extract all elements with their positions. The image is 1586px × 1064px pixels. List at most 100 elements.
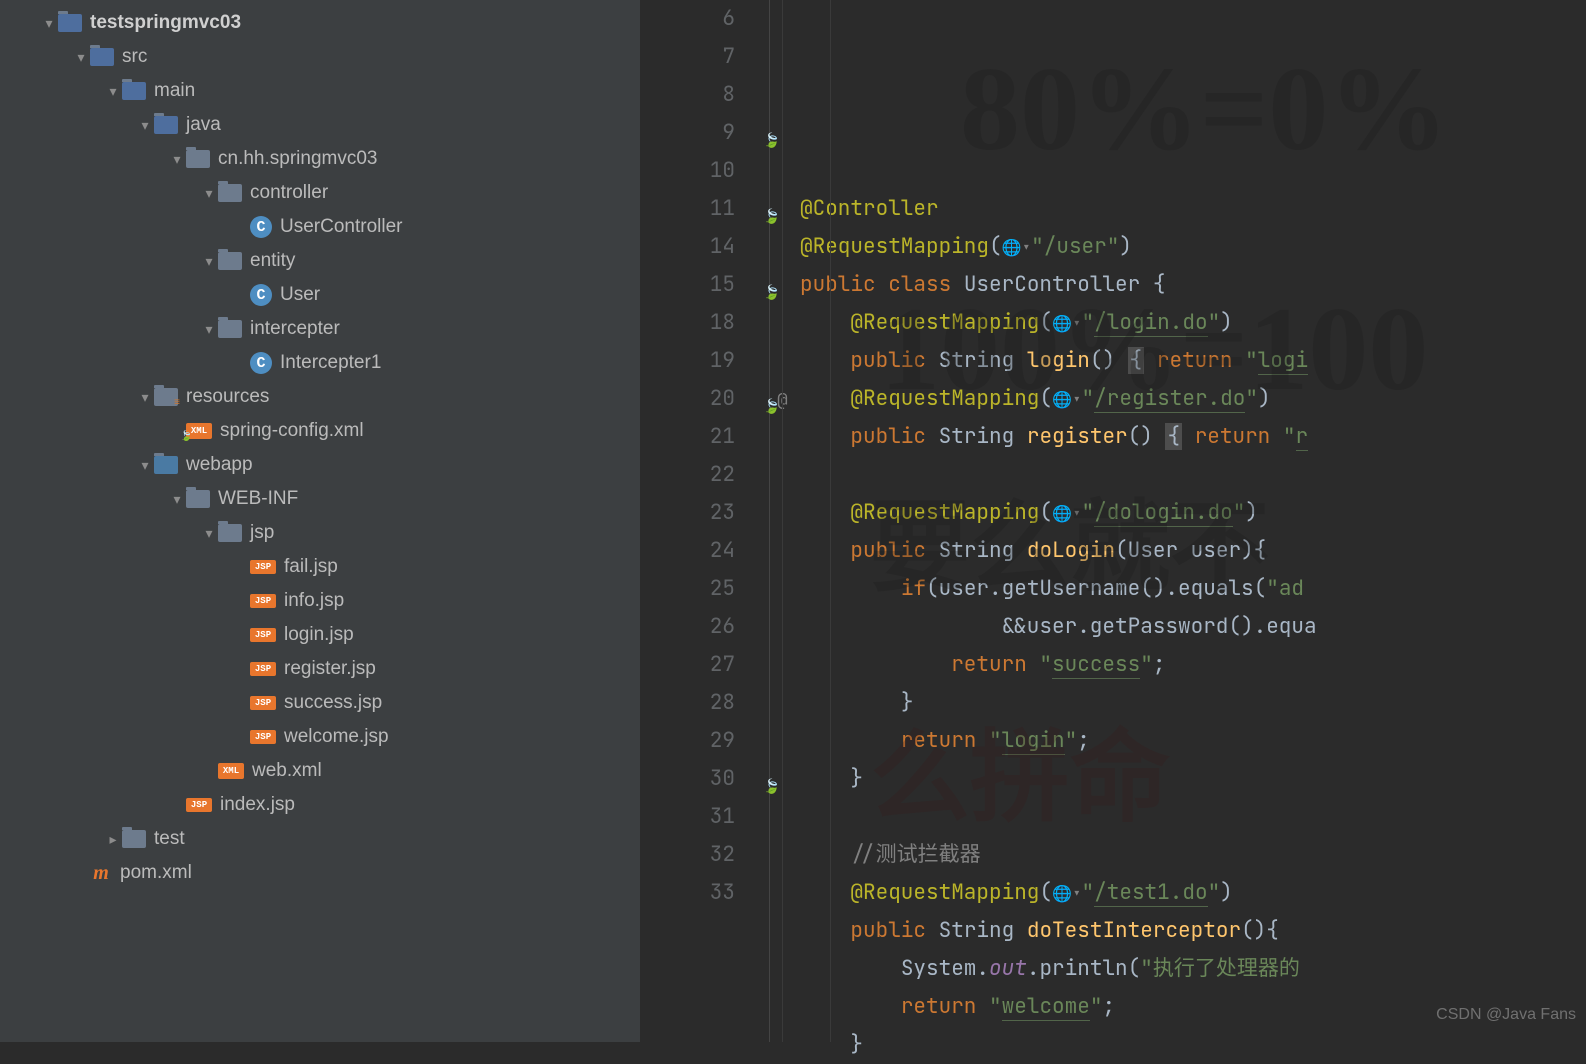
- tree-node[interactable]: cn.hh.springmvc03: [0, 142, 640, 176]
- jsp-icon: JSP: [250, 560, 276, 574]
- expand-arrow-icon[interactable]: [168, 151, 186, 168]
- tree-node[interactable]: testspringmvc03: [0, 6, 640, 40]
- tree-label: success.jsp: [284, 692, 382, 714]
- code-line[interactable]: }: [800, 684, 1317, 722]
- expand-arrow-icon[interactable]: [200, 253, 218, 270]
- editor-gutter: 6789101114151819202122232425262728293031…: [640, 0, 770, 1042]
- tree-node[interactable]: XML spring-config.xml: [0, 414, 640, 448]
- line-number: 31: [640, 798, 735, 836]
- gutter-spring-icon[interactable]: [743, 122, 763, 142]
- tree-node[interactable]: JSPregister.jsp: [0, 652, 640, 686]
- tree-node[interactable]: WEB-INF: [0, 482, 640, 516]
- tree-label: login.jsp: [284, 624, 354, 646]
- gutter-spring-icon[interactable]: [743, 274, 763, 294]
- tree-label: java: [186, 114, 221, 136]
- gutter-at-icon: [743, 388, 763, 408]
- gutter-spring-icon[interactable]: [743, 768, 763, 788]
- tree-label: main: [154, 80, 195, 102]
- tree-node[interactable]: webapp: [0, 448, 640, 482]
- tree-label: welcome.jsp: [284, 726, 389, 748]
- expand-arrow-icon[interactable]: [200, 525, 218, 542]
- line-number: 7: [640, 38, 735, 76]
- code-line[interactable]: return "welcome";: [800, 988, 1317, 1026]
- code-line[interactable]: public String login() { return "logi: [800, 342, 1317, 380]
- code-line[interactable]: [800, 798, 1317, 836]
- jsp-icon: JSP: [250, 696, 276, 710]
- tree-label: cn.hh.springmvc03: [218, 148, 377, 170]
- code-line[interactable]: @RequestMapping(🌐▾"/register.do"): [800, 380, 1317, 418]
- editor-code[interactable]: @Controller@RequestMapping(🌐▾"/user")pub…: [770, 0, 1317, 1042]
- expand-arrow-icon[interactable]: [136, 389, 154, 406]
- jsp-icon: JSP: [250, 594, 276, 608]
- expand-arrow-icon[interactable]: [200, 321, 218, 338]
- folder-icon: [154, 116, 178, 134]
- tree-node[interactable]: controller: [0, 176, 640, 210]
- tree-node[interactable]: java: [0, 108, 640, 142]
- code-line[interactable]: @Controller: [800, 190, 1317, 228]
- code-line[interactable]: [800, 152, 1317, 190]
- tree-node[interactable]: main: [0, 74, 640, 108]
- tree-node[interactable]: mpom.xml: [0, 856, 640, 890]
- class-icon: C: [250, 352, 272, 374]
- expand-arrow-icon[interactable]: [72, 49, 90, 66]
- tree-node[interactable]: JSPwelcome.jsp: [0, 720, 640, 754]
- tree-node[interactable]: JSPlogin.jsp: [0, 618, 640, 652]
- code-line[interactable]: @RequestMapping(🌐▾"/user"): [800, 228, 1317, 266]
- tree-node[interactable]: JSPindex.jsp: [0, 788, 640, 822]
- tree-label: spring-config.xml: [220, 420, 364, 442]
- folder-icon: [218, 252, 242, 270]
- tree-label: test: [154, 828, 185, 850]
- tree-label: Intercepter1: [280, 352, 381, 374]
- tree-label: jsp: [250, 522, 274, 544]
- code-editor[interactable]: 6789101114151819202122232425262728293031…: [640, 0, 1586, 1042]
- code-line[interactable]: public String doTestInterceptor(){: [800, 912, 1317, 950]
- line-number: 8: [640, 76, 735, 114]
- tree-node[interactable]: src: [0, 40, 640, 74]
- expand-arrow-icon[interactable]: [136, 457, 154, 474]
- tree-node[interactable]: C Intercepter1: [0, 346, 640, 380]
- expand-arrow-icon[interactable]: [104, 83, 122, 100]
- code-line[interactable]: &&user.getPassword().equa: [800, 608, 1317, 646]
- tree-label: info.jsp: [284, 590, 344, 612]
- code-line[interactable]: public class UserController {: [800, 266, 1317, 304]
- tree-node[interactable]: jsp: [0, 516, 640, 550]
- code-line[interactable]: @RequestMapping(🌐▾"/test1.do"): [800, 874, 1317, 912]
- code-line[interactable]: public String register() { return "r: [800, 418, 1317, 456]
- tree-node[interactable]: JSPfail.jsp: [0, 550, 640, 584]
- tree-node[interactable]: CUser: [0, 278, 640, 312]
- line-number: 26: [640, 608, 735, 646]
- gutter-spring-icon[interactable]: [743, 198, 763, 218]
- tree-node[interactable]: XMLweb.xml: [0, 754, 640, 788]
- line-number: 28: [640, 684, 735, 722]
- code-line[interactable]: return "login";: [800, 722, 1317, 760]
- expand-arrow-icon[interactable]: [104, 831, 122, 848]
- expand-arrow-icon[interactable]: [168, 491, 186, 508]
- tree-node[interactable]: JSP info.jsp: [0, 584, 640, 618]
- project-tree[interactable]: testspringmvc03src main java cn.hh.springmv…: [0, 0, 640, 1042]
- tree-node[interactable]: entity: [0, 244, 640, 278]
- tree-node[interactable]: CUserController: [0, 210, 640, 244]
- expand-arrow-icon[interactable]: [136, 117, 154, 134]
- code-line[interactable]: return "success";: [800, 646, 1317, 684]
- xml-icon: XML: [186, 423, 212, 439]
- expand-arrow-icon[interactable]: [40, 15, 58, 32]
- code-line[interactable]: if(user.getUsername().equals("ad: [800, 570, 1317, 608]
- code-line[interactable]: //测试拦截器: [800, 836, 1317, 874]
- line-number: 21: [640, 418, 735, 456]
- tree-node[interactable]: intercepter: [0, 312, 640, 346]
- tree-node[interactable]: JSP success.jsp: [0, 686, 640, 720]
- code-line[interactable]: System.out.println("执行了处理器的: [800, 950, 1317, 988]
- code-line[interactable]: [800, 456, 1317, 494]
- code-line[interactable]: public String doLogin(User user){: [800, 532, 1317, 570]
- tree-node[interactable]: test: [0, 822, 640, 856]
- expand-arrow-icon[interactable]: [200, 185, 218, 202]
- line-number: 18: [640, 304, 735, 342]
- pom-icon: m: [90, 862, 112, 884]
- code-line[interactable]: }: [800, 1026, 1317, 1064]
- code-line[interactable]: }: [800, 760, 1317, 798]
- tree-node[interactable]: resources: [0, 380, 640, 414]
- code-line[interactable]: @RequestMapping(🌐▾"/dologin.do"): [800, 494, 1317, 532]
- tree-label: webapp: [186, 454, 253, 476]
- code-line[interactable]: @RequestMapping(🌐▾"/login.do"): [800, 304, 1317, 342]
- folder-icon: [218, 184, 242, 202]
